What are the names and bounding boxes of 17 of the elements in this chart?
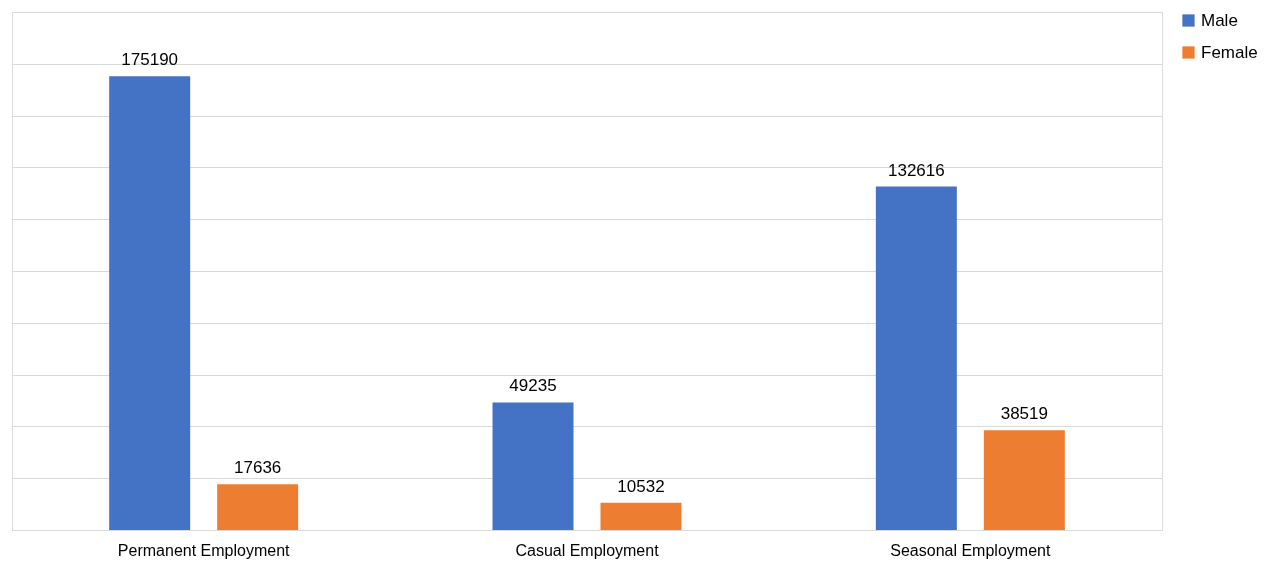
data-label: 10532 <box>617 476 665 496</box>
bar <box>492 402 574 530</box>
legend-label: Male <box>1201 10 1238 30</box>
data-label: 132616 <box>887 160 945 180</box>
data-label: 17636 <box>234 458 282 478</box>
legend-label: Female <box>1201 42 1258 62</box>
data-label: 38519 <box>1000 404 1048 424</box>
x-tick-label: Casual Employment <box>515 541 660 559</box>
bar <box>217 484 299 530</box>
data-label: 49235 <box>509 376 557 396</box>
bar <box>600 502 682 530</box>
data-label: 175190 <box>121 50 179 70</box>
bar <box>983 430 1065 530</box>
x-tick-label: Permanent Employment <box>117 541 291 559</box>
bar <box>109 76 191 530</box>
x-tick-label: Seasonal Employment <box>890 541 1051 559</box>
bar <box>875 186 957 530</box>
